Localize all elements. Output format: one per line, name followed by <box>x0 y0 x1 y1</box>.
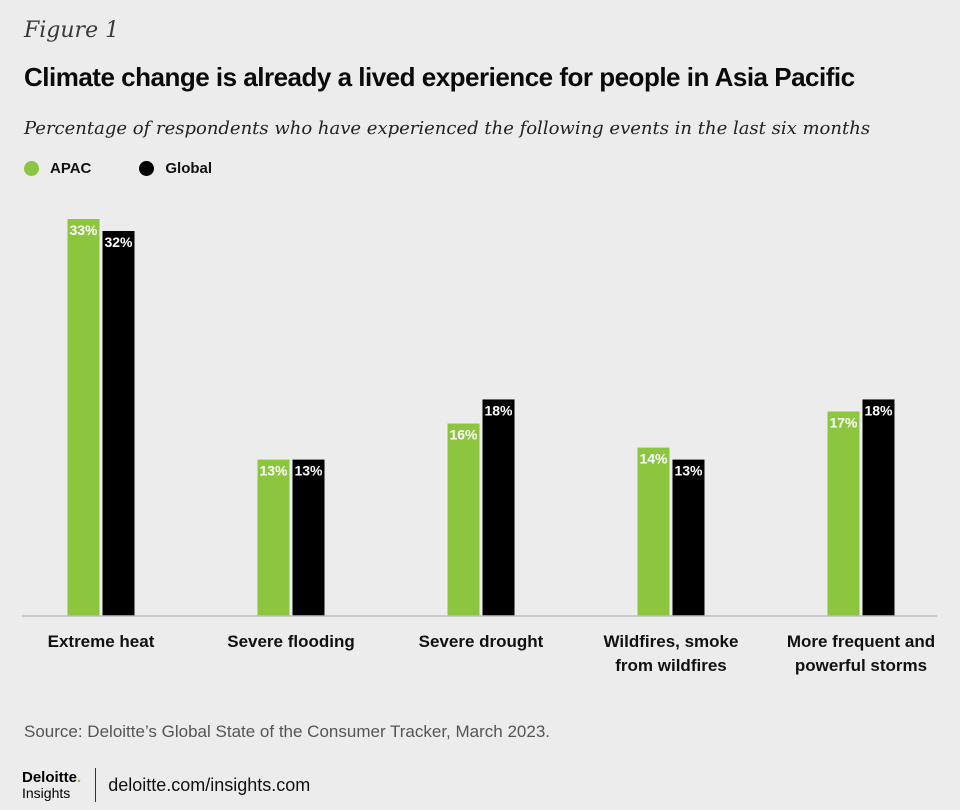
chart-subtitle: Percentage of respondents who have exper… <box>24 118 871 139</box>
category-label-wildfires-smoke-from-wildfires-line-2: from wildfires <box>615 656 726 675</box>
bar-label-apac-more-frequent-and-powerful-storms: 17% <box>829 414 858 430</box>
footer: Deloitte. Insights deloitte.com/insights… <box>22 768 310 802</box>
bar-label-apac-severe-flooding: 13% <box>259 463 288 479</box>
bar-global-extreme-heat <box>102 231 135 616</box>
figure-label: Figure 1 <box>24 18 120 43</box>
bar-global-wildfires-smoke-from-wildfires <box>672 459 705 616</box>
category-label-extreme-heat: Extreme heat <box>48 632 155 651</box>
logo-dot: . <box>77 769 82 786</box>
legend-swatch-global <box>139 161 155 176</box>
category-label-wildfires-smoke-from-wildfires-line-1: Wildfires, smoke <box>604 632 739 651</box>
footer-url-link[interactable]: deloitte.com/insights.com <box>108 774 311 795</box>
legend-item-global: Global <box>139 160 212 177</box>
category-label-more-frequent-and-powerful-storms-line-2: powerful storms <box>795 656 927 675</box>
category-label-severe-drought: Severe drought <box>419 632 544 651</box>
bar-apac-severe-flooding <box>257 459 290 616</box>
deloitte-insights-logo: Deloitte. Insights <box>22 770 81 800</box>
bar-apac-wildfires-smoke-from-wildfires <box>637 447 670 616</box>
bar-global-severe-flooding <box>292 459 325 616</box>
legend-label-apac: APAC <box>50 160 92 177</box>
legend-item-apac: APAC <box>24 160 91 177</box>
category-labels-group: Extreme heat Severe flooding Severe drough… <box>48 632 936 675</box>
legend-label-global: Global <box>165 160 213 177</box>
chart-title: Climate change is already a lived experi… <box>24 62 855 92</box>
logo-wordmark: Deloitte. <box>22 770 81 785</box>
logo-brand: Deloitte <box>22 769 78 786</box>
bar-label-apac-severe-drought: 16% <box>449 427 478 443</box>
bars-group: 33% 32% 13% 13% 16% 18% 14% 13% 17% 18% <box>67 219 895 616</box>
bar-chart: 33% 32% 13% 13% 16% 18% 14% 13% 17% 18% Extreme h… <box>22 219 937 675</box>
bar-label-global-wildfires-smoke-from-wildfires: 13% <box>674 463 703 479</box>
bar-label-global-severe-flooding: 13% <box>294 463 323 479</box>
bar-apac-more-frequent-and-powerful-storms <box>827 411 860 616</box>
category-label-severe-flooding: Severe flooding <box>227 632 355 651</box>
legend: APAC Global <box>24 160 260 177</box>
legend-swatch-apac <box>24 161 39 176</box>
category-label-more-frequent-and-powerful-storms-line-1: More frequent and <box>787 632 935 651</box>
bar-label-apac-wildfires-smoke-from-wildfires: 14% <box>639 451 668 467</box>
bar-global-more-frequent-and-powerful-storms <box>862 399 895 616</box>
bar-apac-extreme-heat <box>67 219 100 616</box>
footer-divider <box>95 768 97 802</box>
bar-apac-severe-drought <box>447 423 480 616</box>
bar-global-severe-drought <box>482 399 515 616</box>
source-note: Source: Deloitte’s Global State of the C… <box>24 722 551 741</box>
bar-label-global-severe-drought: 18% <box>484 402 513 418</box>
bar-label-apac-extreme-heat: 33% <box>69 222 98 238</box>
bar-label-global-extreme-heat: 32% <box>104 234 133 250</box>
logo-subtitle: Insights <box>22 785 71 801</box>
bar-label-global-more-frequent-and-powerful-storms: 18% <box>864 402 893 418</box>
